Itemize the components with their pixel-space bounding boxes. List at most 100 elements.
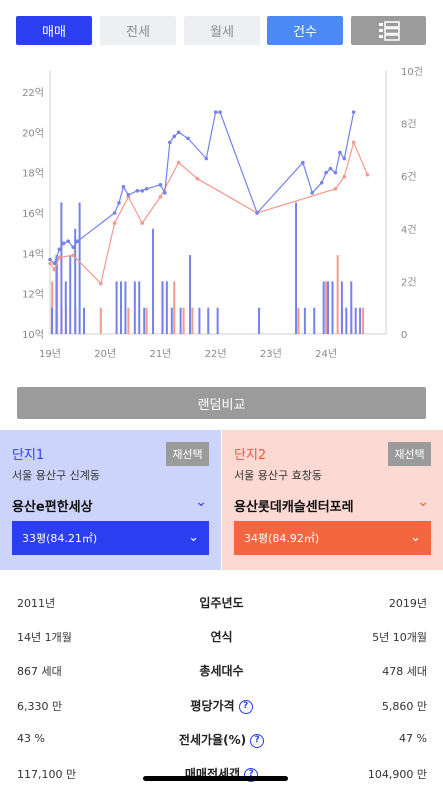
- complex2-size-value: 34평(84.92㎡): [244, 532, 320, 545]
- count-bar-complex1: [60, 202, 63, 334]
- complex1-label: 단지1: [12, 448, 45, 463]
- complex1-size-select[interactable]: 33평(84.21㎡) ⌄: [12, 521, 209, 555]
- compare-row-age: 14년 1개월 연식 5년 10개월: [0, 620, 443, 654]
- row-label: 전세가율(%): [178, 733, 247, 747]
- count-bar-complex1: [143, 307, 146, 334]
- price-line-complex1-point: [117, 201, 121, 205]
- price-line-complex1-point: [333, 170, 338, 175]
- count-bar-complex1: [313, 307, 316, 334]
- count-bar-complex1: [69, 255, 72, 334]
- x-tick-label: 23년: [260, 348, 282, 360]
- count-bar-complex2: [99, 307, 102, 334]
- count-bar-complex2: [336, 255, 339, 334]
- tab-trade[interactable]: 매매: [16, 16, 92, 45]
- count-bar-complex1: [138, 281, 141, 334]
- complex1-name[interactable]: 용산e편한세상: [12, 500, 93, 515]
- price-line-complex2-point: [71, 253, 75, 258]
- count-bar-complex1: [170, 307, 173, 334]
- price-line-complex1-point: [186, 136, 190, 141]
- list-view-button[interactable]: [351, 16, 426, 45]
- compare-row-trade-jeonse-gap: 117,100 만 매매전세갭? 104,900 만: [0, 757, 443, 790]
- complex1-value: 117,100 만: [17, 768, 77, 781]
- chevron-down-icon[interactable]: ⌄: [417, 494, 429, 510]
- price-line-complex1-point: [75, 239, 80, 244]
- count-bar-complex1: [327, 281, 330, 334]
- count-bar-complex1: [161, 281, 164, 334]
- compare-row-households: 867 세대 총세대수 478 세대: [0, 654, 443, 688]
- complex2-size-select[interactable]: 34평(84.92㎡) ⌄: [234, 521, 431, 555]
- price-line-complex1-point: [52, 261, 57, 266]
- price-line-complex1-point: [301, 160, 305, 165]
- count-bar-complex1: [55, 255, 58, 334]
- count-bar-complex2: [362, 307, 365, 334]
- complex2-value: 47 %: [399, 732, 427, 745]
- count-bar-complex1: [350, 281, 353, 334]
- price-line-complex1-point: [163, 191, 167, 195]
- price-line-complex2-point: [112, 221, 117, 225]
- row-label-wrap: 전세가율(%)?: [0, 731, 443, 748]
- y-left-tick-label: 20억: [22, 127, 44, 139]
- help-icon[interactable]: ?: [250, 733, 265, 748]
- price-line-complex1-point: [319, 180, 324, 185]
- complex1-reselect-button[interactable]: 재선택: [166, 442, 209, 466]
- price-line-complex2-point: [140, 221, 145, 225]
- count-bar-complex1: [152, 228, 155, 334]
- x-tick-label: 20년: [94, 348, 116, 360]
- price-line-complex2-point: [365, 172, 370, 177]
- count-bar-complex1: [322, 281, 325, 334]
- count-bar-complex2: [127, 307, 130, 334]
- count-bar-complex2: [145, 307, 148, 334]
- price-line-complex1-point: [213, 110, 218, 114]
- count-bar-complex1: [345, 307, 348, 334]
- count-bar-complex1: [198, 307, 201, 334]
- count-bar-complex2: [325, 281, 328, 334]
- tab-count[interactable]: 건수: [267, 16, 343, 45]
- count-bar-complex1: [331, 281, 334, 334]
- complex1-value: 6,330 만: [17, 700, 63, 713]
- help-icon[interactable]: ?: [238, 699, 253, 714]
- tab-jeonse[interactable]: 전세: [100, 16, 176, 45]
- count-bar-complex1: [64, 281, 67, 334]
- price-line-complex2-point: [351, 140, 356, 145]
- count-bar-complex1: [258, 307, 261, 334]
- price-line-complex1-point: [218, 110, 222, 114]
- chevron-down-icon[interactable]: ⌄: [195, 494, 207, 510]
- row-label: 연식: [210, 630, 233, 644]
- complex2-reselect-button[interactable]: 재선택: [388, 442, 431, 466]
- price-trend-chart: 22억 20억 18억 16억 14억 12억 10억 10건 8건 6건 4건 2건 0 19년 20년 2…: [22, 66, 423, 360]
- complex2-name[interactable]: 용산롯데캐슬센터포레: [234, 500, 354, 515]
- tab-wolse[interactable]: 월세: [184, 16, 260, 45]
- price-line-complex2-point: [342, 174, 347, 179]
- row-label: 총세대수: [199, 664, 244, 678]
- complex1-value: 867 세대: [17, 665, 62, 678]
- chevron-down-icon: ⌄: [188, 530, 199, 545]
- count-bar-complex1: [189, 255, 192, 334]
- price-line-complex1-point: [204, 156, 209, 161]
- price-line-complex1-point: [310, 191, 315, 195]
- count-bar-complex1: [207, 307, 210, 334]
- count-bar-complex1: [78, 202, 81, 334]
- price-line-complex1-point: [172, 134, 177, 139]
- price-line-complex1-point: [324, 170, 328, 175]
- random-compare-button[interactable]: 랜덤비교: [17, 387, 426, 419]
- y-right-tick-label: 2건: [401, 276, 417, 288]
- count-bar-complex1: [120, 281, 123, 334]
- count-bar-complex1: [340, 281, 343, 334]
- count-bar-complex2: [191, 307, 194, 334]
- price-line-complex1-point: [126, 193, 131, 197]
- complex1-address: 서울 용산구 신계동: [12, 469, 100, 482]
- help-icon[interactable]: ?: [244, 767, 259, 782]
- price-line-complex2-point: [52, 267, 57, 272]
- price-line-complex1-point: [144, 187, 149, 191]
- price-line-complex1-point: [57, 247, 62, 252]
- x-tick-label: 24년: [315, 348, 337, 360]
- y-right-tick-label: 8건: [401, 119, 417, 131]
- complex2-address: 서울 용산구 효창동: [234, 469, 322, 482]
- y-left-tick-label: 22억: [22, 87, 44, 99]
- y-left-tick-label: 16억: [22, 208, 44, 220]
- y-right-tick-label: 6건: [401, 171, 417, 183]
- complex2-label: 단지2: [234, 448, 267, 463]
- count-bar-complex2: [173, 281, 176, 334]
- count-bar-complex1: [295, 202, 298, 334]
- compare-row-move-in-year: 2011년 입주년도 2019년: [0, 586, 443, 620]
